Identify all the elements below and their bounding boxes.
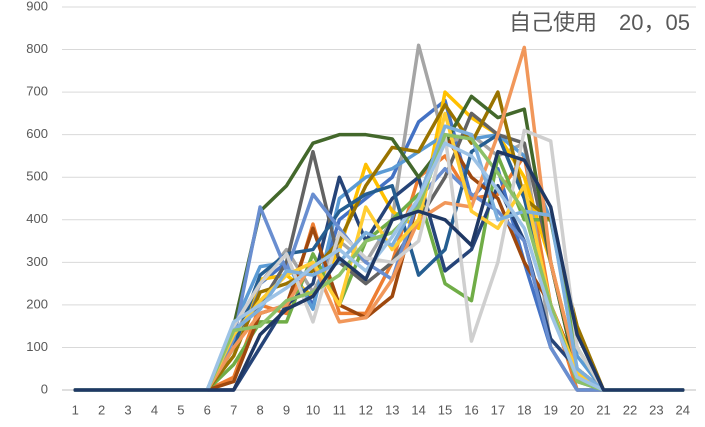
series-line — [73, 149, 685, 392]
x-tick-label: 8 — [257, 402, 264, 417]
x-tick-label: 22 — [623, 402, 637, 417]
x-tick-label: 7 — [230, 402, 237, 417]
y-tick-label: 700 — [26, 84, 48, 99]
x-tick-label: 16 — [464, 402, 478, 417]
x-tick-label: 13 — [385, 402, 399, 417]
x-tick-label: 1 — [72, 402, 79, 417]
y-tick-label: 200 — [26, 296, 48, 311]
y-tick-label: 900 — [26, 0, 48, 13]
y-tick-label: 400 — [26, 211, 48, 226]
x-tick-label: 10 — [306, 402, 320, 417]
x-tick-label: 18 — [517, 402, 531, 417]
x-tick-label: 19 — [543, 402, 557, 417]
y-tick-label: 500 — [26, 169, 48, 184]
x-tick-label: 14 — [411, 402, 425, 417]
x-tick-label: 20 — [570, 402, 584, 417]
x-tick-label: 23 — [649, 402, 663, 417]
y-tick-label: 600 — [26, 126, 48, 141]
x-tick-label: 3 — [124, 402, 131, 417]
x-tick-label: 6 — [204, 402, 211, 417]
x-tick-label: 15 — [438, 402, 452, 417]
x-tick-label: 24 — [676, 402, 690, 417]
chart-title: 自己使用 20，05 — [509, 10, 690, 35]
x-tick-label: 17 — [491, 402, 505, 417]
x-tick-label: 9 — [283, 402, 290, 417]
y-tick-label: 100 — [26, 339, 48, 354]
y-tick-label: 800 — [26, 41, 48, 56]
x-tick-label: 11 — [333, 402, 347, 417]
y-tick-label: 0 — [41, 381, 48, 396]
x-tick-label: 2 — [98, 402, 105, 417]
series-line — [73, 141, 685, 392]
x-tick-label: 4 — [151, 402, 158, 417]
x-tick-label: 12 — [359, 402, 373, 417]
x-tick-label: 21 — [596, 402, 610, 417]
y-tick-label: 300 — [26, 254, 48, 269]
x-tick-label: 5 — [177, 402, 184, 417]
